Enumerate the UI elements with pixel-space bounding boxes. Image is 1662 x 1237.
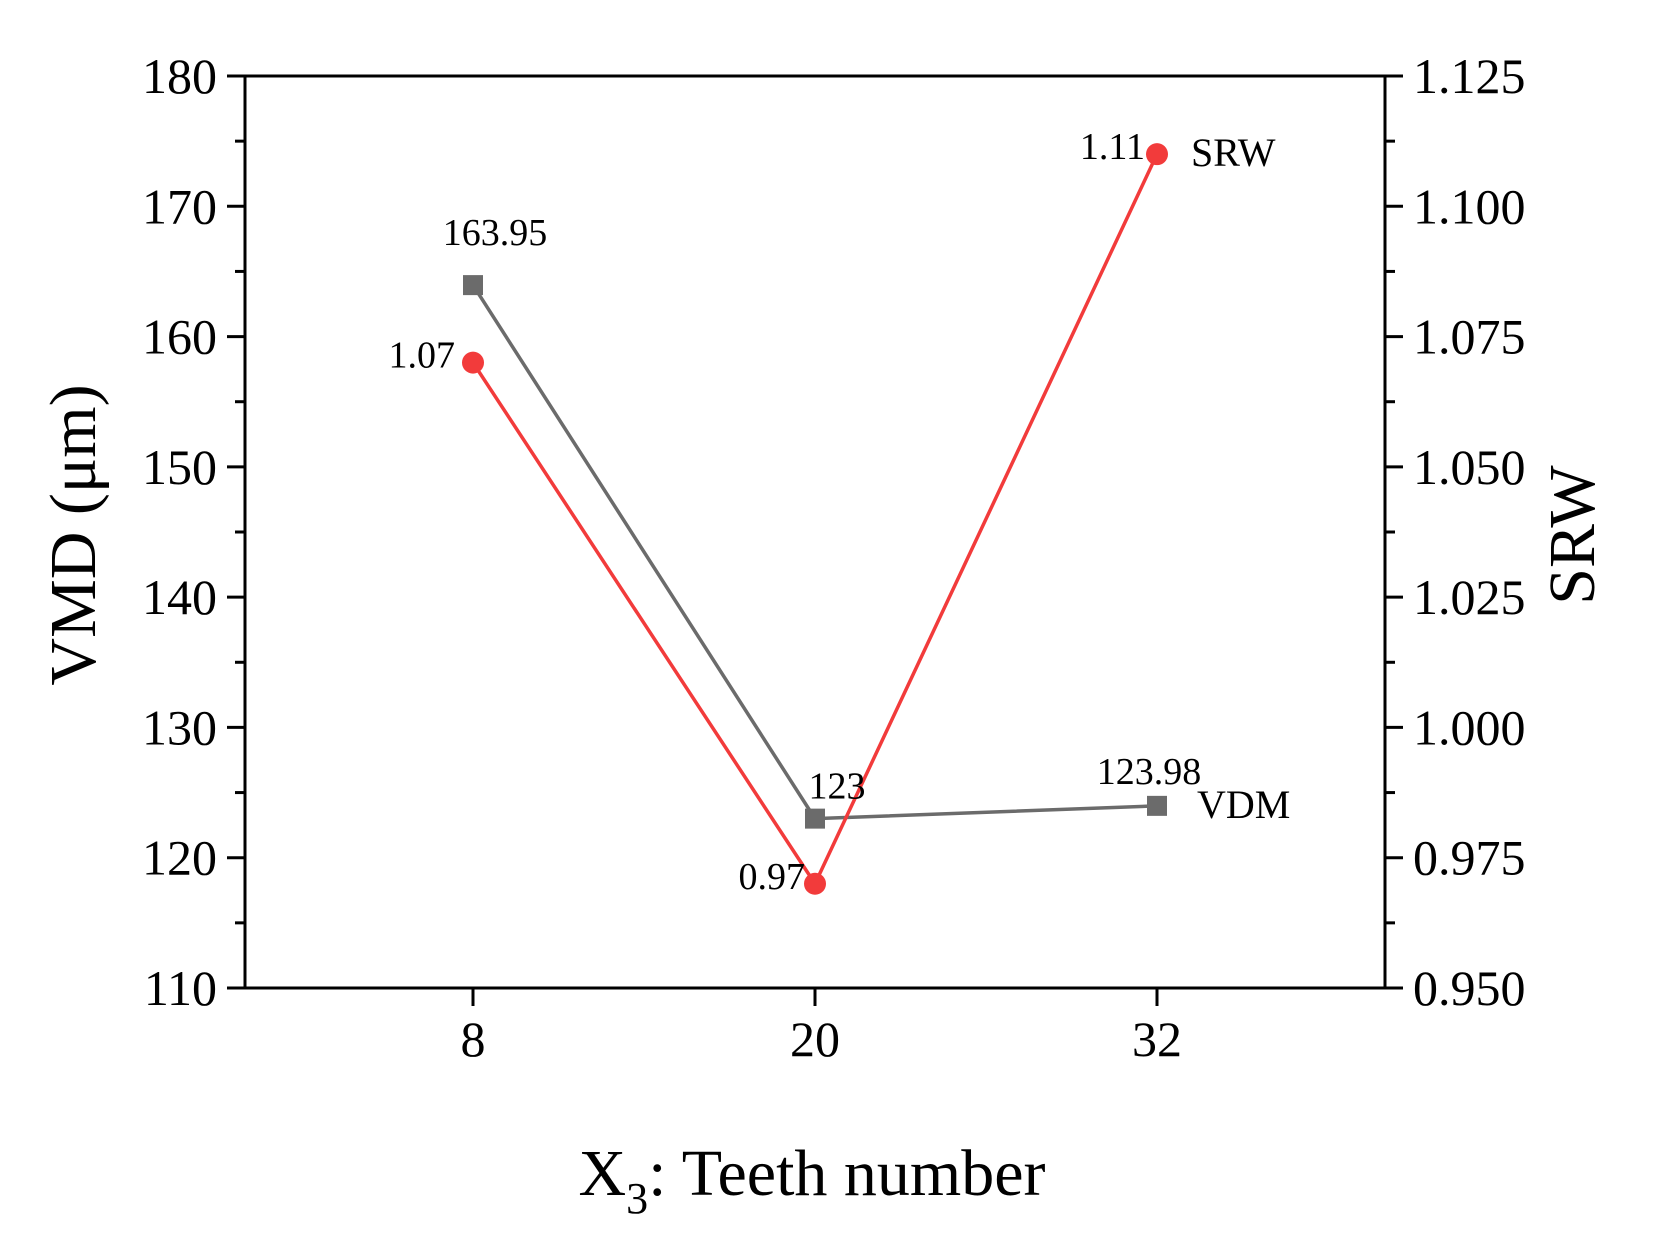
x-axis-title-subscript: 3: [626, 1174, 648, 1223]
y-left-tick-label: 170: [142, 178, 217, 234]
vdm-series-line: [471, 284, 1158, 821]
y-right-tick-label: 0.975: [1413, 830, 1526, 886]
axes-layer: 110 120 130 140 150 160 170 180 0.950 0.975 1.000 1…: [142, 48, 1526, 1067]
vdm-series-name: VDM: [1197, 782, 1290, 827]
y-left-tick-label: 160: [142, 309, 217, 365]
srw-point-marker: [462, 351, 484, 374]
y-left-tick-label: 150: [142, 439, 217, 495]
y-right-tick-label: 1.125: [1413, 48, 1526, 104]
series-layer: [462, 143, 1168, 895]
y-right-tick-label: 1.000: [1413, 699, 1526, 755]
vdm-data-label: 123: [809, 766, 866, 808]
srw-data-label: 1.07: [389, 335, 456, 377]
vdm-data-label: 163.95: [443, 212, 548, 254]
y-right-tick-label: 1.025: [1413, 569, 1526, 625]
y-right-tick-label: 1.050: [1413, 439, 1526, 495]
y-left-tick-label: 140: [142, 569, 217, 625]
y-left-tick-label: 120: [142, 830, 217, 886]
vdm-point-marker: [805, 808, 825, 829]
x-tick-label: 20: [790, 1011, 840, 1067]
y-right-tick-label: 0.950: [1413, 960, 1526, 1016]
x-axis-title-main: X: [578, 1137, 626, 1210]
srw-data-label: 1.11: [1080, 126, 1145, 168]
x-axis-title: X3: Teeth number: [578, 1137, 1045, 1223]
y-right-tick-label: 1.100: [1413, 178, 1526, 234]
x-tick-label: 8: [461, 1011, 486, 1067]
vdm-data-label: 123.98: [1097, 751, 1202, 793]
srw-point-marker: [804, 872, 826, 895]
x-axis-title-rest: : Teeth number: [648, 1137, 1045, 1210]
x-tick-label: 32: [1132, 1011, 1182, 1067]
srw-data-label: 0.97: [739, 856, 806, 898]
srw-point-marker: [1146, 143, 1168, 166]
y-axis-left-title: VMD (μm): [37, 384, 110, 685]
vdm-point-marker: [463, 275, 483, 296]
srw-series-name: SRW: [1191, 130, 1276, 175]
y-left-tick-label: 130: [142, 699, 217, 755]
y-left-tick-label: 180: [142, 48, 217, 104]
y-axis-right-title: SRW: [1536, 465, 1609, 605]
vdm-point-marker: [1147, 795, 1167, 816]
y-left-tick-label: 110: [144, 960, 217, 1016]
y-right-tick-label: 1.075: [1413, 309, 1526, 365]
plot-frame: [243, 74, 1387, 990]
